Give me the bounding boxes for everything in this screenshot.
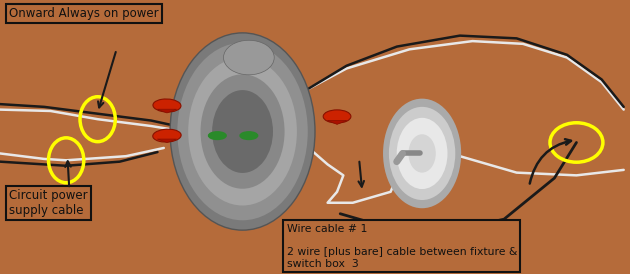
Circle shape bbox=[240, 132, 258, 139]
Ellipse shape bbox=[153, 99, 181, 112]
Polygon shape bbox=[158, 109, 176, 113]
Ellipse shape bbox=[178, 43, 307, 220]
Ellipse shape bbox=[152, 129, 181, 142]
Ellipse shape bbox=[389, 107, 455, 200]
Ellipse shape bbox=[323, 110, 351, 123]
Text: Onward Always on power: Onward Always on power bbox=[9, 7, 159, 20]
Text: Circuit power
supply cable: Circuit power supply cable bbox=[9, 189, 88, 217]
Polygon shape bbox=[328, 120, 347, 124]
Polygon shape bbox=[158, 139, 176, 142]
Ellipse shape bbox=[408, 134, 436, 173]
Ellipse shape bbox=[383, 99, 461, 208]
Ellipse shape bbox=[188, 58, 297, 206]
Ellipse shape bbox=[170, 33, 315, 230]
Text: Wire cable # 1

2 wire [plus bare] cable between fixture &
switch box  3: Wire cable # 1 2 wire [plus bare] cable … bbox=[287, 224, 517, 269]
Ellipse shape bbox=[212, 90, 273, 173]
Ellipse shape bbox=[200, 74, 285, 189]
Circle shape bbox=[209, 132, 226, 139]
Ellipse shape bbox=[224, 40, 274, 75]
Ellipse shape bbox=[397, 118, 447, 189]
